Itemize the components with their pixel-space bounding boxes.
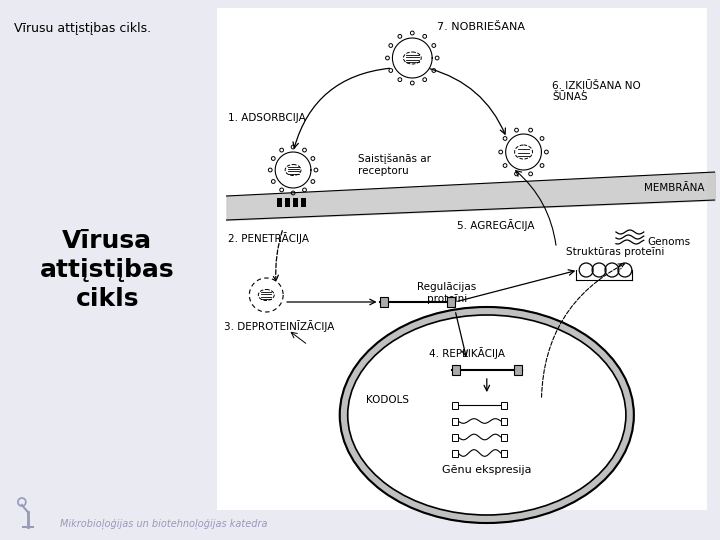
Bar: [452, 365, 460, 375]
Bar: [217, 8, 707, 510]
Bar: [500, 417, 507, 424]
Text: Mikrobioļoģijas un biotehnoļoģijas katedra: Mikrobioļoģijas un biotehnoļoģijas kated…: [60, 519, 267, 529]
Bar: [452, 402, 458, 408]
Text: Vīrusu attįstįbas cikls.: Vīrusu attįstįbas cikls.: [14, 22, 151, 35]
Bar: [452, 449, 458, 456]
Text: 7. NOBRIEŠANA: 7. NOBRIEŠANA: [437, 22, 525, 32]
Text: 4. REPLIKĀCIJA: 4. REPLIKĀCIJA: [429, 347, 505, 359]
Text: 1. ADSORBCIJA: 1. ADSORBCIJA: [228, 113, 306, 123]
Text: Struktūras proteīni: Struktūras proteīni: [566, 247, 665, 257]
Text: Gēnu ekspresija: Gēnu ekspresija: [442, 465, 531, 475]
Bar: [293, 198, 298, 207]
Bar: [500, 434, 507, 441]
Bar: [513, 365, 521, 375]
Bar: [446, 297, 454, 307]
Text: 2. PENETRĀCIJA: 2. PENETRĀCIJA: [228, 232, 310, 244]
Bar: [285, 198, 290, 207]
Bar: [452, 417, 458, 424]
Text: 5. AGREGĀCIJA: 5. AGREGĀCIJA: [457, 219, 534, 231]
Text: Vīrusa
attįstįbas
cikls: Vīrusa attįstįbas cikls: [40, 230, 175, 310]
Bar: [380, 297, 388, 307]
Ellipse shape: [348, 315, 626, 515]
Text: Saistįšanās ar
receptoru: Saistįšanās ar receptoru: [358, 154, 431, 176]
Text: Genoms: Genoms: [648, 237, 691, 247]
Text: KODOLS: KODOLS: [366, 395, 408, 405]
Bar: [277, 198, 282, 207]
Bar: [452, 434, 458, 441]
Bar: [500, 402, 507, 408]
Text: Regulācijas
proteīni: Regulācijas proteīni: [418, 282, 477, 303]
Text: MEMBRĀNA: MEMBRĀNA: [644, 183, 704, 193]
Ellipse shape: [340, 307, 634, 523]
Text: 3. DEPROTEINĪZĀCIJA: 3. DEPROTEINĪZĀCIJA: [223, 320, 334, 332]
Bar: [301, 198, 306, 207]
Bar: [500, 449, 507, 456]
Text: 6. IZKļŪŠANA NO
ŠŪNAS: 6. IZKļŪŠANA NO ŠŪNAS: [552, 78, 641, 102]
